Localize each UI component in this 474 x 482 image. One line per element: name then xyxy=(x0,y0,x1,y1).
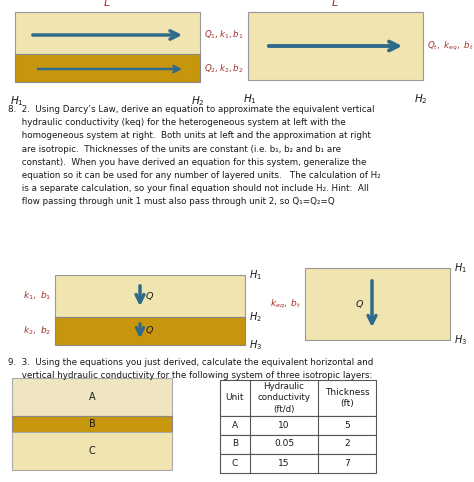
Text: hydraulic conductivity (keq) for the heterogeneous system at left with the: hydraulic conductivity (keq) for the het… xyxy=(8,118,346,127)
Text: $Q_2, k_2, b_2$: $Q_2, k_2, b_2$ xyxy=(204,63,244,75)
Text: C: C xyxy=(232,458,238,468)
Text: $H_1$: $H_1$ xyxy=(454,261,467,275)
Text: Q: Q xyxy=(356,299,364,308)
Bar xyxy=(12,416,172,432)
Text: A: A xyxy=(232,420,238,429)
Text: equation so it can be used for any number of layered units.   The calculation of: equation so it can be used for any numbe… xyxy=(8,171,381,180)
Text: $k_{eq},\ b_t$: $k_{eq},\ b_t$ xyxy=(270,297,301,310)
Text: B: B xyxy=(89,419,95,429)
Text: 10: 10 xyxy=(278,420,290,429)
Text: $H_3$: $H_3$ xyxy=(249,338,262,352)
Text: homogeneous system at right.  Both units at left and the approximation at right: homogeneous system at right. Both units … xyxy=(8,132,371,140)
Text: Unit: Unit xyxy=(226,393,244,402)
Text: are isotropic.  Thicknesses of the units are constant (i.e. b₁, b₂ and b₁ are: are isotropic. Thicknesses of the units … xyxy=(8,145,341,154)
Bar xyxy=(248,12,423,80)
Text: A: A xyxy=(89,392,95,402)
Text: C: C xyxy=(89,446,95,456)
Text: constant).  When you have derived an equation for this system, generalize the: constant). When you have derived an equa… xyxy=(8,158,366,167)
Text: $H_2$: $H_2$ xyxy=(249,310,262,324)
Text: Q: Q xyxy=(146,292,154,300)
Text: 15: 15 xyxy=(278,458,290,468)
Bar xyxy=(220,380,376,416)
Text: 0.05: 0.05 xyxy=(274,440,294,448)
Bar xyxy=(305,268,450,340)
Text: 7: 7 xyxy=(344,458,350,468)
Text: L: L xyxy=(332,0,338,8)
Text: $k_2,\ b_2$: $k_2,\ b_2$ xyxy=(23,325,51,337)
Text: Q: Q xyxy=(146,326,154,335)
Bar xyxy=(220,435,376,454)
Text: $Q_t,\ k_{eq},\ b_t$: $Q_t,\ k_{eq},\ b_t$ xyxy=(427,40,474,53)
Text: 9.  3.  Using the equations you just derived, calculate the equivalent horizonta: 9. 3. Using the equations you just deriv… xyxy=(8,358,374,367)
Text: $H_2$: $H_2$ xyxy=(414,92,428,106)
Text: 2: 2 xyxy=(344,440,350,448)
Bar xyxy=(220,416,376,435)
Text: $H_1$: $H_1$ xyxy=(249,268,262,282)
Text: 5: 5 xyxy=(344,420,350,429)
Text: $H_1$: $H_1$ xyxy=(243,92,257,106)
Text: L: L xyxy=(104,0,110,8)
Bar xyxy=(12,432,172,470)
Text: $Q_1, k_1, b_1$: $Q_1, k_1, b_1$ xyxy=(204,29,244,41)
Text: Thickness
(ft): Thickness (ft) xyxy=(325,388,369,408)
Text: flow passing through unit 1 must also pass through unit 2, so Q₁=Q₂=Q: flow passing through unit 1 must also pa… xyxy=(8,198,335,206)
Text: 8.  2.  Using Darcy’s Law, derive an equation to approximate the equivalent vert: 8. 2. Using Darcy’s Law, derive an equat… xyxy=(8,105,374,114)
Text: vertical hydraulic conductivity for the following system of three isotropic laye: vertical hydraulic conductivity for the … xyxy=(8,371,373,380)
Bar xyxy=(12,378,172,416)
Text: $H_1$: $H_1$ xyxy=(10,94,24,108)
Text: B: B xyxy=(232,440,238,448)
Text: is a separate calculation, so your final equation should not include H₂. Hint:  : is a separate calculation, so your final… xyxy=(8,184,369,193)
Bar xyxy=(15,12,200,54)
Text: $k_1,\ b_1$: $k_1,\ b_1$ xyxy=(23,290,51,302)
Text: $H_2$: $H_2$ xyxy=(191,94,205,108)
Text: Hydraulic
conductivity
(ft/d): Hydraulic conductivity (ft/d) xyxy=(257,382,310,414)
Bar xyxy=(220,454,376,473)
Bar xyxy=(15,54,200,82)
Bar xyxy=(55,317,245,345)
Bar xyxy=(55,275,245,317)
Text: $H_3$: $H_3$ xyxy=(454,333,467,347)
